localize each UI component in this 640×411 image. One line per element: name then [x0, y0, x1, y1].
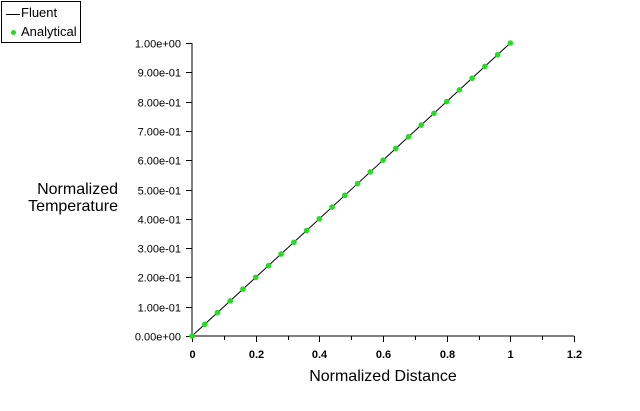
line-marker-icon [6, 14, 20, 15]
analytical-point [201, 321, 208, 328]
x-tick-label: 0.4 [312, 349, 328, 361]
analytical-point [265, 262, 272, 269]
legend-label: Fluent [21, 5, 58, 20]
legend: Fluent Analytical [1, 1, 81, 43]
dot-marker-icon [11, 30, 16, 35]
data-series [189, 40, 514, 339]
y-tick-label: 0.00e+00 [135, 332, 181, 344]
analytical-point [494, 51, 501, 58]
legend-label: Analytical [21, 24, 77, 39]
y-tick-label: 9.00e-01 [138, 68, 181, 80]
analytical-point [291, 239, 297, 246]
analytical-point [227, 298, 233, 304]
analytical-point [405, 133, 412, 140]
y-tick-label: 5.00e-01 [138, 186, 181, 198]
analytical-point [456, 87, 463, 93]
x-tick-label: 0.2 [249, 349, 264, 361]
analytical-point [507, 40, 514, 46]
y-tick-label: 7.00e-01 [138, 127, 181, 139]
x-tick-label: 0 [189, 349, 195, 361]
x-tick-label: 0.8 [440, 349, 455, 361]
analytical-point [329, 204, 335, 210]
y-tick-label: 8.00e-01 [138, 98, 181, 110]
analytical-point [342, 192, 348, 199]
y-axis-label-line1: Normalized [37, 181, 118, 198]
y-tick-label: 1.00e-01 [138, 303, 181, 315]
x-tick-label: 1.2 [567, 349, 582, 361]
analytical-point [354, 180, 361, 187]
analytical-point [303, 227, 310, 234]
analytical-point [380, 157, 386, 163]
x-tick-label: 1 [507, 349, 513, 361]
x-tick-label: 0.6 [376, 349, 391, 361]
fluent-line [191, 42, 511, 337]
analytical-point [367, 169, 374, 175]
analytical-point [214, 309, 221, 316]
analytical-point [443, 98, 450, 105]
y-axis-label: Normalized Temperature [8, 181, 118, 215]
analytical-point [392, 145, 399, 152]
axes: 0.00e+00 1.00e-01 2.00e-01 3.00e-01 4.00e-01… [135, 39, 582, 362]
analytical-point [431, 110, 437, 117]
analytical-point [278, 251, 284, 257]
y-tick-label: 6.00e-01 [138, 156, 181, 168]
y-tick-label: 1.00e+00 [135, 39, 181, 51]
x-axis-label: Normalized Distance [309, 368, 457, 385]
analytical-point [316, 216, 323, 222]
analytical-point [418, 122, 425, 128]
analytical-point [189, 333, 195, 339]
y-tick-label: 3.00e-01 [138, 244, 181, 256]
analytical-point [252, 274, 259, 281]
analytical-point [469, 75, 475, 81]
y-tick-label: 2.00e-01 [138, 273, 181, 285]
analytical-point [240, 286, 246, 292]
y-tick-label: 4.00e-01 [138, 215, 181, 227]
y-axis-label-line2: Temperature [28, 198, 118, 215]
analytical-point [482, 63, 488, 70]
